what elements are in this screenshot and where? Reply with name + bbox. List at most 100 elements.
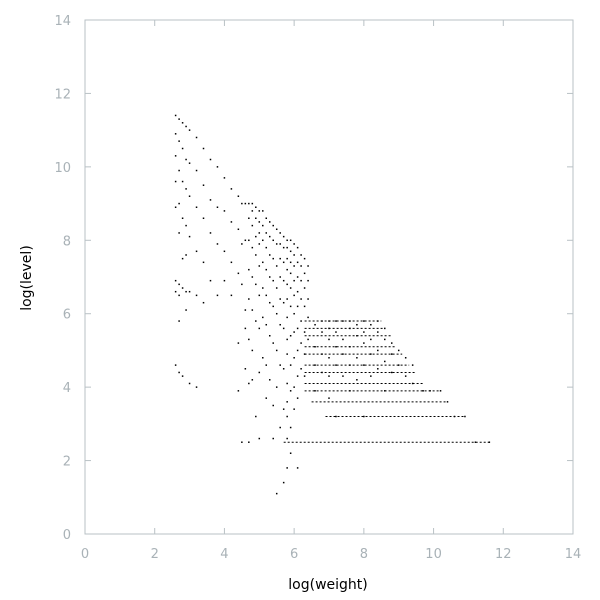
data-point bbox=[268, 276, 271, 278]
data-point bbox=[230, 294, 233, 297]
data-point bbox=[262, 261, 264, 264]
data-point bbox=[307, 338, 309, 341]
data-point bbox=[268, 334, 271, 337]
data-point bbox=[244, 368, 247, 370]
data-point bbox=[181, 375, 184, 377]
data-point bbox=[181, 180, 184, 183]
data-point bbox=[178, 283, 180, 286]
data-point bbox=[300, 368, 302, 370]
data-point bbox=[286, 437, 288, 440]
data-point bbox=[255, 235, 257, 238]
data-point bbox=[248, 239, 250, 242]
data-point bbox=[384, 327, 386, 330]
data-point bbox=[307, 265, 309, 267]
data-point bbox=[363, 364, 365, 366]
data-point bbox=[289, 250, 292, 253]
data-point bbox=[195, 169, 198, 172]
data-point bbox=[279, 426, 281, 429]
data-point bbox=[262, 210, 264, 212]
data-point bbox=[286, 268, 288, 271]
data-point bbox=[258, 327, 261, 330]
data-points bbox=[174, 114, 491, 495]
data-point bbox=[314, 364, 316, 366]
data-point bbox=[377, 349, 379, 352]
data-point bbox=[282, 261, 285, 264]
data-point bbox=[429, 390, 431, 392]
data-point bbox=[349, 364, 351, 366]
data-point bbox=[370, 323, 372, 326]
data-point bbox=[293, 357, 295, 359]
data-point bbox=[289, 239, 292, 242]
data-point bbox=[265, 294, 268, 297]
data-point bbox=[349, 390, 351, 392]
data-point bbox=[328, 397, 330, 399]
data-point bbox=[178, 169, 180, 172]
data-point bbox=[300, 265, 302, 267]
data-point bbox=[303, 305, 306, 308]
data-point bbox=[188, 382, 191, 385]
data-point bbox=[404, 375, 407, 377]
data-point bbox=[286, 467, 288, 469]
data-point bbox=[275, 243, 278, 245]
plot-border bbox=[84, 19, 574, 535]
data-point bbox=[296, 375, 299, 377]
data-point bbox=[377, 331, 379, 333]
data-point bbox=[185, 290, 187, 293]
data-point bbox=[202, 217, 205, 220]
data-point bbox=[209, 199, 212, 201]
data-point bbox=[335, 415, 337, 418]
data-point bbox=[258, 232, 261, 234]
x-tick-label: 4 bbox=[220, 547, 228, 562]
data-point bbox=[286, 353, 288, 355]
data-point bbox=[286, 401, 288, 403]
data-point bbox=[293, 408, 295, 410]
data-point bbox=[282, 279, 285, 282]
data-point bbox=[289, 334, 292, 337]
data-point bbox=[268, 235, 271, 238]
data-point bbox=[286, 283, 288, 286]
data-point bbox=[321, 320, 323, 322]
data-point bbox=[335, 320, 337, 322]
data-point bbox=[251, 224, 254, 227]
data-point bbox=[293, 265, 295, 267]
data-point bbox=[178, 202, 180, 205]
data-point bbox=[237, 390, 240, 392]
data-point bbox=[307, 279, 309, 282]
data-point bbox=[303, 287, 306, 289]
data-point bbox=[289, 305, 292, 308]
data-point bbox=[272, 437, 274, 440]
data-point bbox=[188, 290, 191, 293]
x-tick-label: 12 bbox=[495, 547, 512, 562]
data-point bbox=[272, 224, 274, 227]
data-point bbox=[255, 283, 257, 286]
data-point bbox=[296, 246, 299, 249]
data-point bbox=[286, 338, 288, 341]
data-point bbox=[370, 338, 372, 341]
data-point bbox=[244, 309, 247, 311]
data-point bbox=[314, 390, 316, 392]
data-point bbox=[296, 349, 299, 352]
data-point bbox=[237, 342, 240, 344]
data-point bbox=[272, 239, 274, 242]
data-point bbox=[251, 246, 254, 249]
data-point bbox=[422, 390, 424, 392]
data-point bbox=[195, 386, 198, 388]
data-point bbox=[174, 290, 177, 293]
data-point bbox=[181, 257, 184, 260]
data-point bbox=[237, 228, 240, 231]
data-point bbox=[377, 368, 379, 370]
data-point bbox=[268, 254, 271, 256]
data-point bbox=[303, 353, 306, 355]
data-point bbox=[272, 404, 274, 407]
data-point bbox=[300, 254, 302, 256]
data-point bbox=[289, 452, 292, 454]
data-point bbox=[363, 415, 365, 418]
data-point bbox=[174, 114, 177, 117]
data-point bbox=[178, 294, 180, 297]
data-point bbox=[328, 375, 330, 377]
data-point bbox=[255, 217, 257, 220]
data-point bbox=[248, 338, 250, 341]
data-point bbox=[251, 276, 254, 278]
data-point bbox=[286, 239, 288, 242]
data-point bbox=[275, 349, 278, 352]
